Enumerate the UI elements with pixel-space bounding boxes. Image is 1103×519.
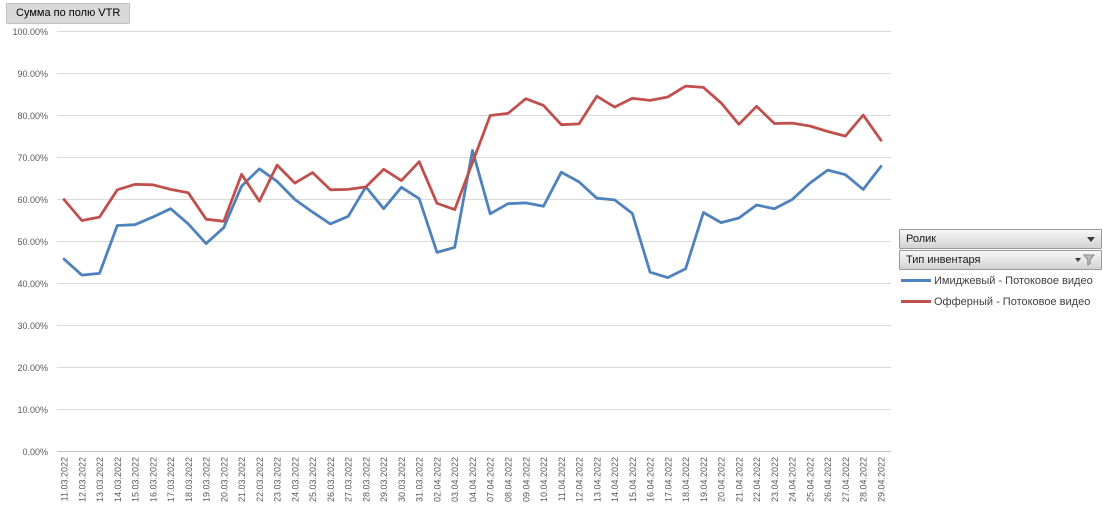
y-axis-tick-label: 90.00%: [17, 69, 48, 79]
x-axis-tick-label: 03.04.2022: [450, 457, 460, 502]
y-axis-tick-label: 0.00%: [22, 447, 48, 457]
x-axis-tick-label: 14.03.2022: [113, 457, 123, 502]
x-axis-tick-label: 25.03.2022: [308, 457, 318, 502]
dropdown-arrow-icon[interactable]: [1087, 236, 1095, 242]
y-axis-tick-label: 40.00%: [17, 279, 48, 289]
y-axis-tick-label: 30.00%: [17, 321, 48, 331]
y-axis-tick-label: 70.00%: [17, 153, 48, 163]
x-axis-tick-label: 07.04.2022: [486, 457, 496, 502]
x-axis-tick-label: 28.03.2022: [361, 457, 371, 502]
x-axis-tick-label: 23.03.2022: [273, 457, 283, 502]
y-axis-tick-label: 60.00%: [17, 195, 48, 205]
legend-item-offernyj[interactable]: Офферный - Потоковое видео: [901, 295, 1101, 308]
x-axis-tick-label: 21.04.2022: [734, 457, 744, 502]
field-button-inventory-type-label: Тип инвентаря: [906, 254, 981, 266]
x-axis-tick-label: 26.04.2022: [823, 457, 833, 502]
series-line-1[interactable]: [62, 148, 883, 280]
x-axis-tick-label: 10.04.2022: [539, 457, 549, 502]
x-axis-tick-label: 17.03.2022: [166, 457, 176, 502]
field-button-rolik-label: Ролик: [906, 233, 937, 245]
field-button-inventory-type[interactable]: Тип инвентаря: [899, 250, 1102, 270]
x-axis-tick-label: 27.03.2022: [344, 457, 354, 502]
y-axis-tick-label: 20.00%: [17, 363, 48, 373]
legend-item-imidzhevyj[interactable]: Имиджевый - Потоковое видео: [901, 274, 1101, 287]
x-axis-tick-label: 22.04.2022: [752, 457, 762, 502]
x-axis-tick-label: 15.03.2022: [131, 457, 141, 502]
legend-label: Имиджевый - Потоковое видео: [934, 274, 1093, 287]
x-axis-tick-label: 16.03.2022: [148, 457, 158, 502]
x-axis-tick-label: 19.04.2022: [699, 457, 709, 502]
x-axis-tick-label: 24.04.2022: [788, 457, 798, 502]
clipped-text-fragment: ): [0, 256, 1, 268]
chart-legend: Имиджевый - Потоковое видео Офферный - П…: [901, 274, 1101, 316]
y-axis-tick-label: 10.00%: [17, 405, 48, 415]
x-axis-tick-label: 28.04.2022: [859, 457, 869, 502]
x-axis-tick-label: 27.04.2022: [841, 457, 851, 502]
x-axis-tick-label: 25.04.2022: [805, 457, 815, 502]
x-axis-tick-label: 17.04.2022: [663, 457, 673, 502]
x-axis-tick-label: 20.03.2022: [219, 457, 229, 502]
x-axis-tick-label: 29.04.2022: [876, 457, 886, 502]
x-axis-tick-label: 11.04.2022: [557, 457, 567, 501]
x-axis-tick-label: 31.03.2022: [415, 457, 425, 502]
y-axis-tick-label: 50.00%: [17, 237, 48, 247]
y-axis-tick-label: 80.00%: [17, 111, 48, 121]
x-axis-tick-label: 02.04.2022: [432, 457, 442, 502]
filter-funnel-icon: [1083, 254, 1095, 266]
x-axis-tick-label: 18.04.2022: [681, 457, 691, 502]
x-axis-tick-label: 15.04.2022: [628, 457, 638, 502]
x-axis-tick-label: 20.04.2022: [717, 457, 727, 502]
legend-line-swatch-blue: [901, 279, 931, 282]
field-button-rolik[interactable]: Ролик: [899, 229, 1102, 249]
x-axis-tick-label: 22.03.2022: [255, 457, 265, 502]
x-axis-tick-label: 04.04.2022: [468, 457, 478, 502]
dropdown-arrow-icon[interactable]: [1075, 258, 1081, 262]
x-axis-tick-label: 26.03.2022: [326, 457, 336, 502]
series-line-2[interactable]: [62, 84, 883, 223]
x-axis-tick-label: 09.04.2022: [521, 457, 531, 502]
x-axis-tick-label: 13.04.2022: [592, 457, 602, 502]
x-axis-tick-label: 21.03.2022: [237, 457, 247, 502]
x-axis-tick-label: 12.03.2022: [77, 457, 87, 502]
x-axis-tick-label: 30.03.2022: [397, 457, 407, 502]
x-axis-tick-label: 14.04.2022: [610, 457, 620, 502]
x-axis-tick-label: 29.03.2022: [379, 457, 389, 502]
x-axis-tick-label: 13.03.2022: [95, 457, 105, 502]
pivot-value-field-button[interactable]: Сумма по полю VTR: [6, 3, 131, 24]
legend-label: Офферный - Потоковое видео: [934, 295, 1091, 308]
x-axis-tick-label: 23.04.2022: [770, 457, 780, 502]
x-axis-tick-label: 16.04.2022: [646, 457, 656, 502]
x-axis-tick-label: 11.03.2022: [60, 457, 70, 501]
x-axis-tick-label: 12.04.2022: [575, 457, 585, 502]
x-axis-tick-label: 18.03.2022: [184, 457, 194, 502]
y-axis-tick-label: 100.00%: [12, 27, 48, 37]
legend-line-swatch-red: [901, 300, 931, 303]
x-axis-tick-label: 08.04.2022: [504, 457, 514, 502]
x-axis-tick-label: 24.03.2022: [290, 457, 300, 502]
pivot-field-panel: Ролик Тип инвентаря: [899, 229, 1102, 271]
x-axis-tick-label: 19.03.2022: [202, 457, 212, 502]
